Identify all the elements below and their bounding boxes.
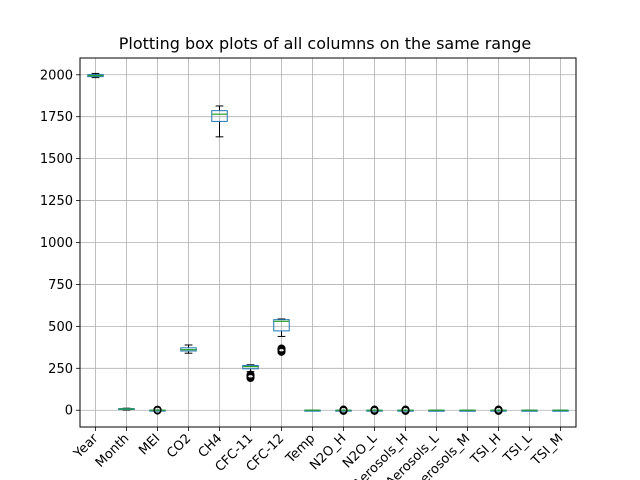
y-tick-label: 0 xyxy=(65,404,73,419)
boxes-layer xyxy=(87,72,569,415)
outlier-point xyxy=(370,405,379,414)
y-tick-label: 1250 xyxy=(40,194,73,209)
x-tick-label: CO2 xyxy=(164,431,194,461)
y-tick-label: 1000 xyxy=(40,236,73,251)
x-tick-label: TSI_L xyxy=(500,431,536,467)
y-tick-label: 2000 xyxy=(40,68,73,83)
x-tick-label: MEI xyxy=(136,431,163,458)
outlier-point xyxy=(277,344,286,353)
outlier-point xyxy=(153,406,162,415)
plot-frame xyxy=(79,57,577,428)
y-tick-label: 1750 xyxy=(40,110,73,125)
outlier-point xyxy=(494,405,503,414)
y-tick-label: 250 xyxy=(48,362,73,377)
outlier-point xyxy=(246,370,255,379)
chart-title: Plotting box plots of all columns on the… xyxy=(119,34,532,53)
x-tick-label: TSI_M xyxy=(528,431,566,469)
x-tick-label: TSI_H xyxy=(467,431,504,468)
x-tick-label: Month xyxy=(93,431,132,470)
box xyxy=(211,110,228,122)
outlier-point xyxy=(339,405,348,414)
box xyxy=(273,319,290,332)
y-tick-label: 1500 xyxy=(40,152,73,167)
grid-layer xyxy=(80,58,576,427)
outlier-point xyxy=(401,405,410,414)
y-tick-label: 500 xyxy=(48,320,73,335)
y-tick-label: 750 xyxy=(48,278,73,293)
